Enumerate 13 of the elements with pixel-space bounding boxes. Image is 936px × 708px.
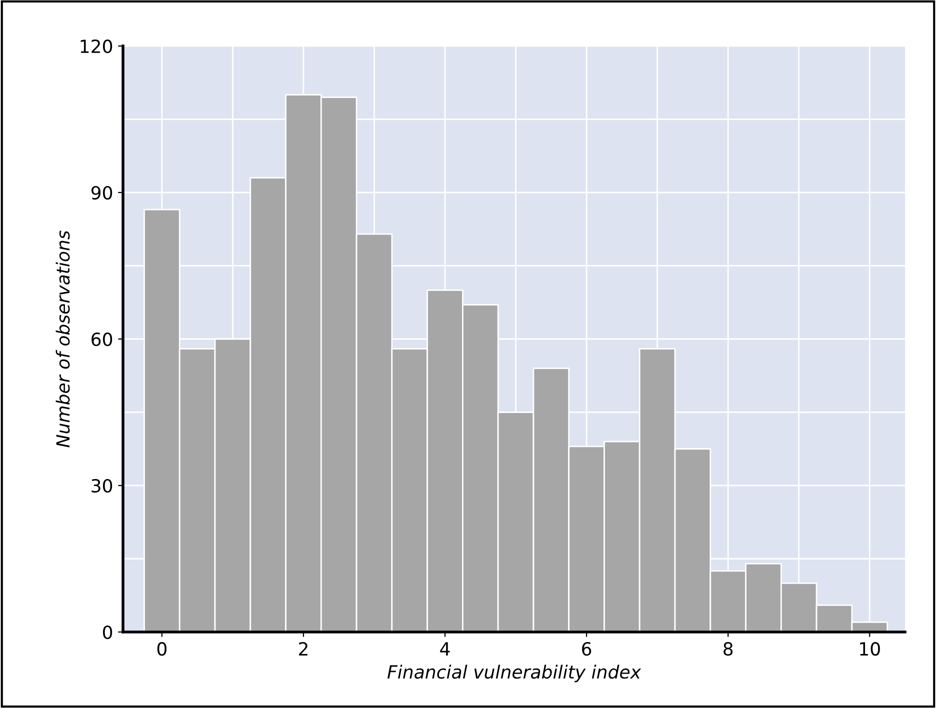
x-tick-label: 8 xyxy=(724,642,733,656)
y-tick-label: 30 xyxy=(92,478,112,493)
y-tick-label: 120 xyxy=(80,39,112,54)
y-tick-label: 0 xyxy=(102,625,112,640)
x-tick-label: 6 xyxy=(582,642,592,656)
x-tick-label: 4 xyxy=(440,642,450,656)
y-tick-label: 90 xyxy=(91,186,112,200)
x-tick-label: 0 xyxy=(157,642,166,656)
x-tick-label: 2 xyxy=(299,642,308,656)
x-tick-label: 10 xyxy=(860,642,880,656)
x-axis-title: Financial vulnerability index xyxy=(387,664,642,682)
y-tick-label: 60 xyxy=(92,332,112,346)
y-axis-title: Number of observations xyxy=(56,230,70,448)
